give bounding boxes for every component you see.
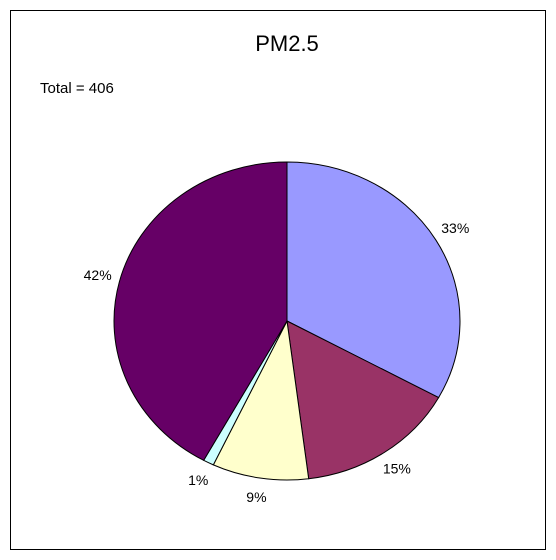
data-label: 15%	[383, 460, 411, 476]
data-label: 1%	[188, 472, 208, 488]
data-label: 33%	[441, 220, 469, 236]
pie-slice	[286, 161, 461, 399]
annotation: Total = 406	[40, 80, 114, 97]
pie-slice	[212, 319, 310, 481]
pie-slice	[286, 320, 440, 480]
data-label: 9%	[246, 489, 266, 505]
pie-slice	[113, 161, 288, 461]
chart-title: PM2.5	[255, 31, 319, 56]
data-label: 42%	[84, 267, 112, 283]
